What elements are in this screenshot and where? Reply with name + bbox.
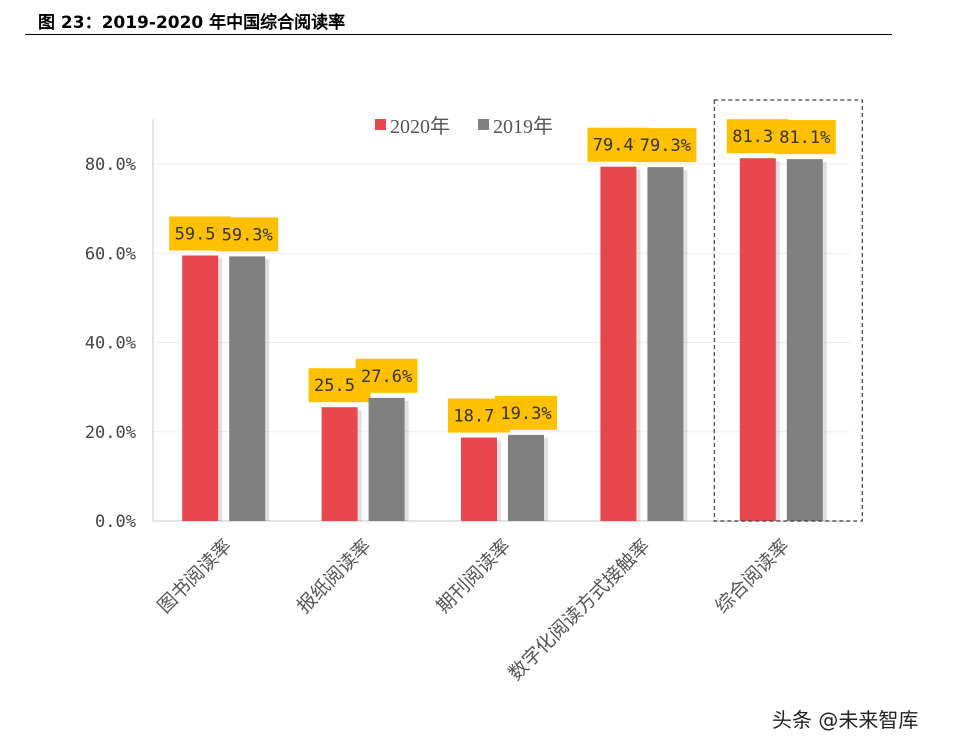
data-label: 79.4% — [593, 136, 644, 156]
y-tick-label: 20.0% — [85, 423, 136, 443]
data-label: 59.5% — [175, 224, 226, 244]
data-label: 59.3% — [222, 225, 273, 245]
figure-title: 图 23：2019-2020 年中国综合阅读率 — [38, 13, 346, 33]
data-label-box — [355, 358, 418, 393]
bar-2019年 — [647, 167, 684, 521]
x-tick-label: 数字化阅读方式接触率 — [505, 535, 655, 685]
data-label: 19.3% — [500, 404, 551, 424]
bar-2019年 — [786, 159, 823, 521]
legend-swatch — [375, 119, 386, 130]
title-divider — [25, 34, 892, 35]
data-label: 79.3% — [640, 136, 691, 156]
legend-label: 2019年 — [493, 115, 553, 138]
data-label-box — [495, 395, 557, 430]
data-label: 27.6% — [361, 367, 412, 387]
data-label: 81.3% — [732, 127, 783, 147]
bar-2019年 — [508, 434, 544, 521]
bar-2019年 — [229, 256, 266, 521]
x-tick-label: 图书阅读率 — [153, 535, 236, 618]
bar-2020年 — [182, 255, 219, 521]
bar-2020年 — [739, 158, 776, 522]
y-tick-label: 80.0% — [85, 155, 136, 175]
bar-2020年 — [321, 407, 358, 521]
data-label: 18.7% — [453, 407, 504, 427]
x-tick-label: 报纸阅读率 — [293, 535, 376, 618]
data-label: 25.5% — [314, 376, 365, 396]
data-label-box — [634, 128, 697, 163]
bar-2020年 — [461, 437, 497, 521]
y-tick-label: 0.0% — [95, 512, 136, 532]
legend-swatch — [478, 119, 489, 130]
bar-2020年 — [600, 166, 637, 522]
watermark: 头条 @未来智库 — [772, 708, 919, 732]
data-label-box — [773, 120, 836, 155]
data-label: 81.1% — [779, 128, 830, 148]
legend-label: 2020年 — [390, 115, 450, 138]
bar-2019年 — [368, 397, 405, 521]
x-tick-label: 期刊阅读率 — [432, 535, 515, 618]
highlight-box — [713, 99, 863, 522]
x-tick-label: 综合阅读率 — [711, 535, 794, 618]
y-tick-label: 40.0% — [85, 334, 136, 354]
data-label-box — [216, 217, 279, 252]
y-tick-label: 60.0% — [85, 244, 136, 264]
